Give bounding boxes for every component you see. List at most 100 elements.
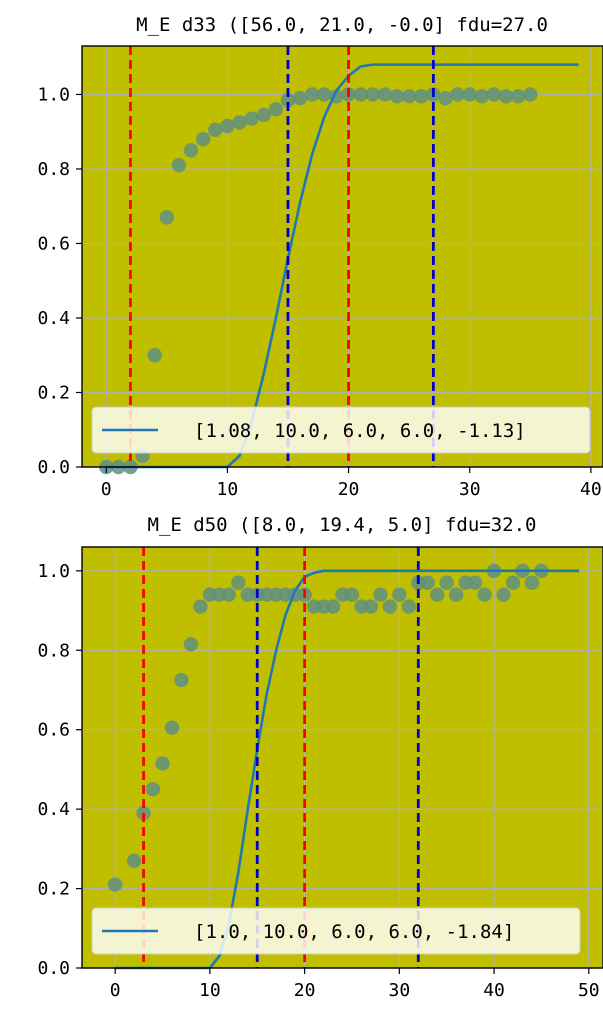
x-tick-label: 20 [338,479,360,500]
scatter-point [439,575,454,590]
plot-area-bottom [82,547,603,968]
fit-line-top [106,63,579,469]
scatter-point [159,210,175,225]
scatter-point [183,143,199,158]
x-ticks-bottom: 0 10 20 30 40 50 [110,968,600,1001]
scatter-point [145,782,161,797]
y-tick-label: 1.0 [37,84,70,105]
y-tick-label: 0.0 [37,457,70,478]
scatter-point [474,89,490,104]
fit-line-bottom [115,569,580,970]
y-tick-label: 0.4 [37,308,70,329]
y-tick-label: 0.8 [37,159,70,180]
scatter-point [268,102,284,117]
scatter-point [325,599,341,614]
scatter-point [414,89,429,104]
scatter-point [244,111,259,126]
scatter-point [353,87,368,102]
scatter-point [317,87,332,102]
y-tick-label: 0.6 [37,233,70,254]
scatter-point [524,575,540,590]
scatter-point [220,118,235,134]
scatter-point [221,587,237,602]
x-tick-label: 0 [101,479,112,500]
scatter-point [401,89,417,104]
scatter-point [523,87,538,102]
scatter-point [232,115,247,130]
scatter-point [467,575,483,590]
scatter-point [183,637,199,652]
y-tick-label: 0.2 [37,382,70,403]
scatter-point [365,87,380,102]
scatter-point [344,587,360,602]
x-tick-label: 40 [483,980,505,1001]
legend-bottom: [1.0, 10.0, 6.0, 6.0, -1.84] [91,907,581,955]
legend-top: [1.08, 10.0, 6.0, 6.0, -1.13] [91,406,591,454]
scatter-point [389,89,405,104]
scatter-point [448,587,464,602]
legend-label-bottom: [1.0, 10.0, 6.0, 6.0, -1.84] [194,921,514,943]
y-tick-label: 0.2 [37,879,70,900]
chart-title-bottom: M_E d50 ([8.0, 19.4, 5.0] fdu=32.0 [148,514,537,536]
x-tick-label: 0 [110,980,121,1001]
x-tick-label: 10 [199,980,221,1001]
scatter-point [505,575,521,590]
scatter-point [420,575,435,590]
x-ticks-top: 0 10 20 30 40 [101,467,602,500]
axes-frame-bottom [81,546,603,969]
scatter-point [231,575,246,590]
y-tick-label: 0.8 [37,640,70,661]
chart-title-top: M_E d33 ([56.0, 21.0, -0.0] fdu=27.0 [136,14,548,36]
legend-label-top: [1.08, 10.0, 6.0, 6.0, -1.13] [194,420,526,442]
scatter-point [477,587,492,602]
x-tick-label: 40 [580,479,602,500]
scatter-point [126,853,142,868]
scatter-series-bottom [107,563,549,892]
y-tick-label: 0.4 [37,799,70,820]
scatter-point [498,89,514,104]
x-tick-label: 30 [459,479,481,500]
axes-frame-top [81,45,603,468]
scatter-point [496,587,511,602]
scatter-point [382,599,398,614]
scatter-point [377,87,393,102]
scatter-point [486,87,502,102]
scatter-point [107,877,123,892]
scatter-point [305,87,320,102]
scatter-point [373,587,388,602]
scatter-point [292,90,308,106]
y-tick-label: 0.0 [37,958,70,979]
y-ticks-bottom: 0.0 0.2 0.4 0.6 0.8 1.0 [37,561,82,979]
x-tick-label: 50 [578,980,600,1001]
scatter-point [438,90,453,106]
legend-box-top [91,406,591,454]
scatter-point [256,107,271,123]
scatter-point [430,587,445,602]
scatter-point [280,92,296,108]
x-tick-label: 30 [388,980,410,1001]
x-tick-label: 10 [217,479,239,500]
y-tick-label: 1.0 [37,561,70,582]
scatter-point [174,672,189,688]
legend-box-bottom [91,907,581,955]
y-ticks-top: 0.0 0.2 0.4 0.6 0.8 1.0 [37,84,82,478]
subplot-top: M_E d33 ([56.0, 21.0, -0.0] fdu=27.0 0 10… [37,14,603,500]
scatter-point [401,599,417,614]
x-tick-label: 20 [294,980,316,1001]
scatter-point [462,87,477,102]
scatter-point [147,348,162,363]
scatter-point [195,131,211,147]
vlines-top [129,46,435,467]
scatter-point [155,756,170,771]
scatter-point [193,599,208,614]
scatter-point [171,158,187,173]
scatter-point [450,87,465,102]
subplot-bottom: M_E d50 ([8.0, 19.4, 5.0] fdu=32.0 0 10 20… [37,514,603,1001]
y-tick-label: 0.6 [37,720,70,741]
vlines-bottom [142,547,420,968]
scatter-point [363,599,379,614]
scatter-point [208,122,223,138]
scatter-point [510,89,526,104]
scatter-point [164,720,180,735]
